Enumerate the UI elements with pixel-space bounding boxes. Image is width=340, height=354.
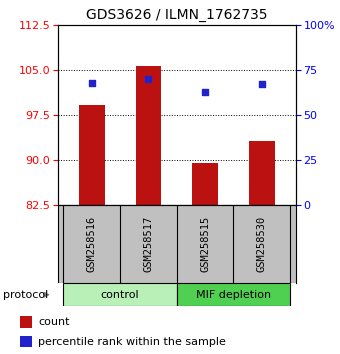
Text: protocol: protocol bbox=[3, 290, 49, 300]
Text: count: count bbox=[38, 317, 70, 327]
Bar bbox=[249, 141, 275, 205]
Text: MIF depletion: MIF depletion bbox=[196, 290, 271, 300]
Point bbox=[146, 76, 151, 82]
Text: percentile rank within the sample: percentile rank within the sample bbox=[38, 337, 226, 347]
Bar bbox=[20, 336, 32, 347]
Bar bbox=[177, 283, 290, 306]
Point bbox=[89, 80, 95, 85]
Text: GSM258530: GSM258530 bbox=[257, 216, 267, 272]
Bar bbox=[192, 163, 218, 205]
Bar bbox=[136, 66, 161, 205]
Point bbox=[202, 89, 208, 95]
Point bbox=[259, 81, 265, 87]
Text: GSM258517: GSM258517 bbox=[143, 216, 153, 272]
Text: control: control bbox=[101, 290, 139, 300]
Title: GDS3626 / ILMN_1762735: GDS3626 / ILMN_1762735 bbox=[86, 8, 268, 22]
Bar bbox=[64, 283, 177, 306]
Text: GSM258515: GSM258515 bbox=[200, 216, 210, 272]
Bar bbox=[79, 105, 105, 205]
Bar bbox=[20, 316, 32, 328]
Text: GSM258516: GSM258516 bbox=[87, 216, 97, 272]
